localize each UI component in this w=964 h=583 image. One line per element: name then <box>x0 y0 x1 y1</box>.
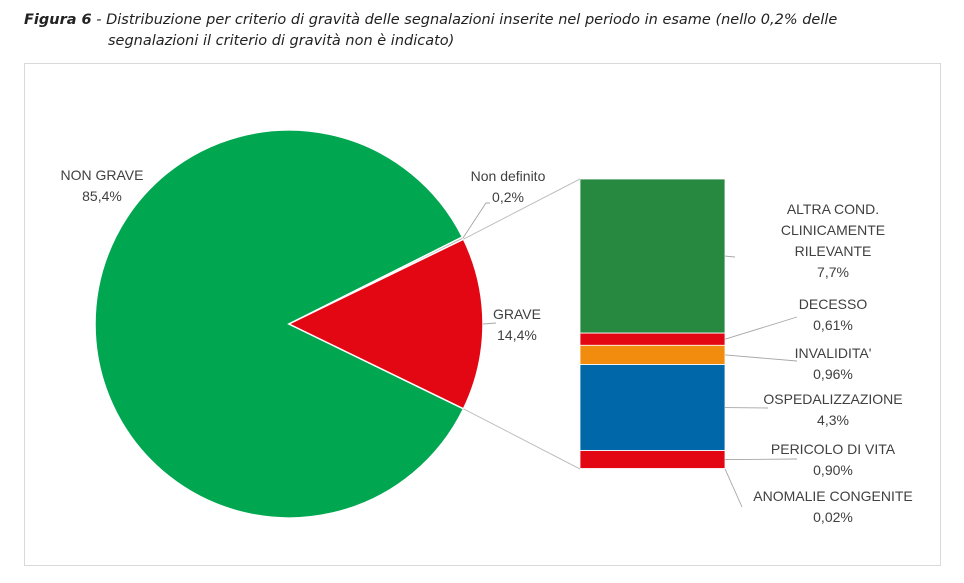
bar-segment-altra-cond-clinicamente-rilevante <box>579 178 726 334</box>
leader-line-altra-cond-clinicamente-rilevante <box>724 255 736 258</box>
bar-segment-decesso <box>579 332 726 346</box>
pie-slice-grave <box>287 238 484 410</box>
pie-label-non-grave: NON GRAVE 85,4% <box>61 167 144 204</box>
connector-line-top <box>463 178 581 240</box>
leader-line-grave <box>482 322 497 325</box>
bar-segment-ospedalizzazione <box>579 364 726 451</box>
bar-label-anomalie-congenite: ANOMALIE CONGENITE 0,02% <box>753 488 912 525</box>
caption-line-1: Distribuzione per criterio di gravità de… <box>106 12 838 28</box>
bar-label-invalidita: INVALIDITA' 0,96% <box>795 345 872 382</box>
leader-line-non-definito <box>462 202 490 239</box>
chart-frame <box>24 63 941 566</box>
connector-line-bottom <box>463 408 581 470</box>
bar-segment-anomalie-congenite <box>579 468 726 470</box>
bar-label-altra-cond-clinicamente-rilevante: ALTRA COND. CLINICAMENTE RILEVANTE 7,7% <box>781 201 885 280</box>
bar-label-ospedalizzazione: OSPEDALIZZAZIONE 4,3% <box>763 391 902 428</box>
leader-line-decesso <box>724 316 798 340</box>
pie-label-non-definito: Non definito 0,2% <box>471 168 546 205</box>
leader-line-pericolo-di-vita <box>724 458 798 461</box>
bar-label-decesso: DECESSO 0,61% <box>799 296 868 333</box>
figure-caption: Figura 6 - Distribuzione per criterio di… <box>24 10 944 52</box>
pie-label-grave: GRAVE 14,4% <box>493 306 541 343</box>
bar-segment-invalidita <box>579 344 726 365</box>
caption-separator: - <box>91 12 107 28</box>
caption-line-2: segnalazioni il criterio di gravità non … <box>108 33 455 49</box>
leader-line-invalidita <box>724 354 798 362</box>
figure-label: Figura 6 <box>24 12 92 28</box>
leader-line-anomalie-congenite <box>724 468 743 508</box>
bar-segment-pericolo-di-vita <box>579 450 726 469</box>
bar-label-pericolo-di-vita: PERICOLO DI VITA 0,90% <box>771 441 896 478</box>
pie-slice-non-grave <box>94 129 465 519</box>
